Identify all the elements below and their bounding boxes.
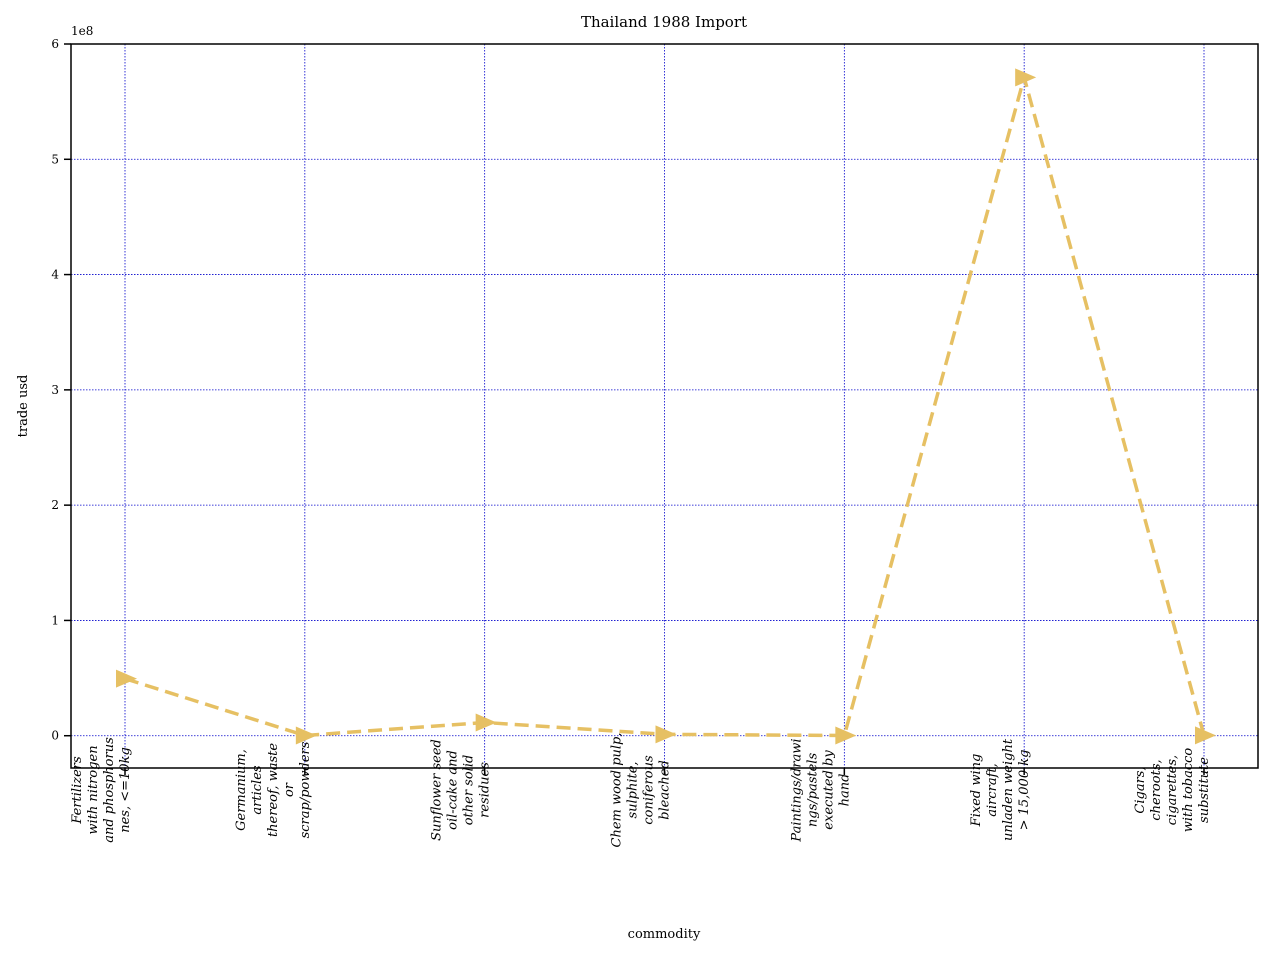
- x-tick-label-line: nes, <=10kg: [118, 747, 133, 833]
- x-tick-label-line: bleached: [658, 760, 673, 820]
- y-tick-label: 6: [51, 37, 59, 51]
- x-tick-label-line: or: [282, 782, 297, 797]
- x-tick-label-line: coniferous: [642, 755, 657, 825]
- y-axis-label: trade usd: [16, 375, 31, 438]
- y-tick-label: 5: [51, 152, 59, 166]
- x-tick-label-line: thereof, waste: [266, 743, 281, 837]
- x-tick-label-line: executed by: [821, 750, 836, 830]
- x-tick-label-line: with nitrogen: [86, 745, 101, 834]
- x-tick-label: Paintings/drawi ngs/pastels executed by han…: [789, 738, 852, 842]
- grid: [71, 43, 1258, 768]
- y-tick-label: 0: [51, 729, 59, 743]
- x-tick-label-line: articles: [250, 765, 265, 814]
- x-tick-label-line: and phosphorus: [102, 737, 117, 843]
- series-layer: [116, 68, 1216, 745]
- x-tick-label-line: hand: [837, 774, 852, 807]
- x-tick-label-line: ngs/pastels: [805, 753, 820, 828]
- x-tick-label-line: other solid: [462, 755, 477, 826]
- y-tick-label: 3: [51, 383, 59, 397]
- x-tick-label: Chem wood pulp, sulphite, coniferous bleach…: [610, 732, 673, 847]
- chart-title: Thailand 1988 Import: [581, 13, 747, 31]
- x-tick-label-line: Fixed wing: [969, 754, 984, 828]
- x-tick-label-line: scrap/powders: [298, 741, 313, 838]
- x-tick-label-line: aircraft,: [985, 763, 1000, 817]
- data-point: [116, 669, 137, 688]
- x-tick-label: Fixed wing aircraft, unladen weight > 15,00…: [969, 738, 1032, 841]
- x-tick-label-line: Sunflower seed: [430, 739, 445, 841]
- x-tick-label-line: Paintings/drawi: [789, 738, 804, 842]
- x-tick-label-line: Chem wood pulp,: [610, 732, 625, 847]
- data-point: [295, 726, 317, 745]
- y-offset-label: 1e8: [71, 24, 93, 38]
- x-tick-label-line: with tobacco: [1181, 748, 1196, 833]
- x-tick-label: Sunflower seed oil-cake and other solid res…: [430, 739, 493, 841]
- x-tick-label: Cigars, cheroots, cigarettes, with tobacco s…: [1133, 748, 1212, 833]
- x-tick-label-line: Cigars,: [1133, 766, 1148, 813]
- x-axis: Fertilizers with nitrogen and phosphorus ne…: [70, 732, 1212, 847]
- data-point: [655, 725, 677, 744]
- x-tick-label-line: Fertilizers: [70, 756, 85, 825]
- data-point: [475, 713, 497, 732]
- x-tick-label: Fertilizers with nitrogen and phosphorus ne…: [70, 737, 133, 843]
- x-axis-label: commodity: [628, 927, 701, 942]
- y-tick-label: 1: [51, 613, 59, 627]
- y-tick-label: 4: [51, 268, 59, 282]
- x-tick-label-line: > 15,000 kg: [1017, 750, 1032, 831]
- x-tick-label-line: substitute: [1197, 757, 1212, 823]
- y-axis: 0 1 2 3 4 5 6: [51, 37, 71, 743]
- x-tick-label-line: Germanium,: [234, 749, 249, 831]
- x-tick-label-line: oil-cake and: [446, 750, 461, 830]
- y-tick-label: 2: [51, 498, 59, 512]
- x-tick-label-line: residues: [478, 762, 493, 818]
- x-tick-label-line: cigarettes,: [1165, 755, 1180, 825]
- x-tick-label-line: unladen weight: [1001, 738, 1016, 841]
- x-tick-label-line: cheroots,: [1149, 759, 1164, 820]
- x-tick-label-line: sulphite,: [626, 761, 641, 818]
- data-point: [1015, 68, 1037, 87]
- x-tick-label: Germanium, articles thereof, waste or scrap/…: [234, 741, 313, 838]
- data-point: [1195, 726, 1216, 745]
- data-point: [835, 726, 857, 745]
